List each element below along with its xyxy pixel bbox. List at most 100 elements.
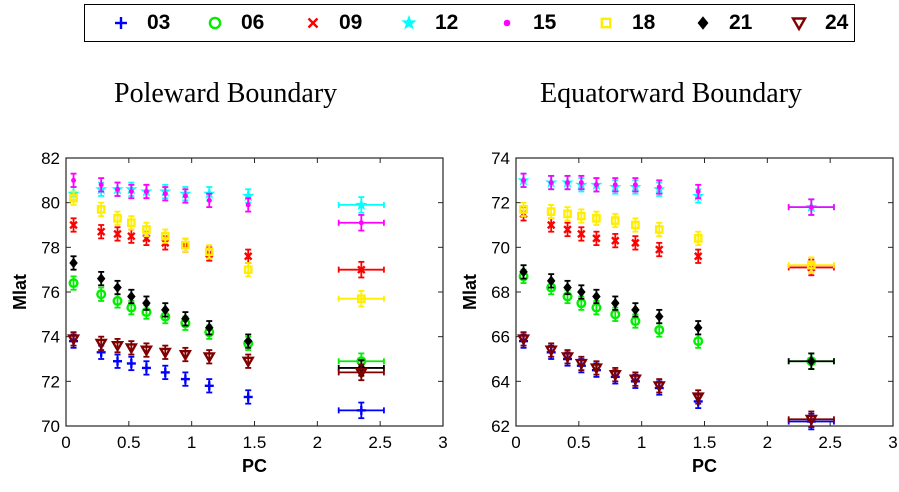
data-point [608,367,622,383]
data-point [546,217,556,233]
data-point [611,233,620,249]
data-point [578,174,585,191]
data-point [243,262,253,278]
x-tick-label: 2.5 [818,433,842,452]
legend-entry-15: 15 [495,11,556,35]
data-point [126,215,136,231]
series-15 [520,172,835,216]
data-point [592,288,601,305]
legend-label: 06 [241,11,265,34]
series-24 [66,331,385,382]
data-point [113,210,122,226]
data-point [656,179,663,195]
data-point [787,352,835,370]
data-point [96,224,106,240]
legend-label: 09 [339,11,363,34]
x-tick-label: 0.5 [567,433,591,452]
data-point [160,228,170,244]
data-point [632,177,639,193]
data-point [128,183,135,200]
data-point [126,355,136,372]
series-18 [519,201,835,274]
plot-area-frame [65,157,444,427]
data-point [693,248,703,264]
legend-entry-09: 09 [301,11,362,35]
x-tick-label: 0.5 [117,433,141,452]
data-point [94,335,108,351]
y-tick-label: 74 [41,328,60,347]
data-point [337,196,385,214]
legend-marker-triangle-down-icon [790,17,808,32]
data-point [142,221,151,238]
legend-label: 15 [533,11,557,34]
legend-marker-plus-icon [115,17,127,29]
data-point [560,349,575,365]
data-point [139,342,153,358]
data-point [162,186,169,202]
data-point [631,235,640,251]
data-point [592,210,601,226]
legend-marker-circle-icon [208,16,222,30]
data-point [204,244,214,260]
data-point [577,284,586,300]
legend-entry-24: 24 [787,11,848,35]
data-point [127,228,136,244]
data-point [787,410,835,429]
y-tick-label: 82 [41,149,60,168]
legend-label: 24 [825,11,849,34]
series-03 [519,333,835,431]
data-point [161,302,170,318]
data-point [520,172,527,188]
y-tick-label: 72 [41,372,60,391]
legend-label: 21 [729,11,753,34]
data-point [592,230,601,247]
legend-entry-03: 03 [109,11,170,35]
x-tick-label: 1 [187,433,196,452]
data-point [337,214,385,232]
data-point [181,237,190,253]
data-point [66,331,81,347]
data-point [787,256,835,274]
data-point [113,279,122,296]
x-tick-label: 2 [763,433,772,452]
series-24 [516,331,835,429]
x-tick-label: 0 [61,433,70,452]
data-point [546,203,556,220]
data-point [181,311,190,327]
y-tick-label: 80 [41,194,60,213]
data-point [564,174,571,191]
data-point [243,248,253,264]
data-point [241,353,255,369]
data-point [243,389,253,405]
data-point [68,275,79,291]
data-point [693,320,703,336]
data-point [693,333,704,349]
data-point [610,212,620,229]
legend-marker-square-icon [600,17,612,29]
y-tick-label: 62 [491,417,510,436]
series-15 [70,172,385,232]
x-axis-label: PC [242,456,267,476]
data-point [206,192,213,209]
legend-marker-x-icon [307,17,319,29]
legend-entry-21: 21 [691,11,752,35]
series-21 [519,264,835,370]
data-point [654,322,665,338]
data-point [576,208,586,224]
data-point [519,264,528,280]
data-point [516,331,531,347]
legend-marker-dot-icon [503,19,511,27]
data-point [245,197,252,213]
series-09 [69,217,385,279]
legend-entry-06: 06 [203,11,264,35]
data-point [652,378,666,394]
data-point [577,226,586,242]
series-12 [517,172,835,216]
legend-marker-diamond-icon [697,16,709,30]
data-point [96,201,106,217]
data-point [124,340,138,356]
x-axis-label: PC [692,456,717,476]
data-point [98,177,105,193]
series-12 [67,181,385,214]
